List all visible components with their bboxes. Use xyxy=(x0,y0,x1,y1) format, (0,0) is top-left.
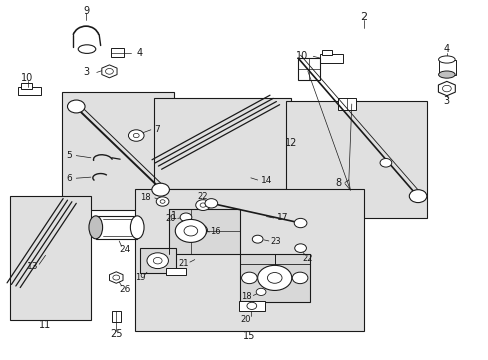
Ellipse shape xyxy=(257,265,291,291)
Text: 6: 6 xyxy=(66,174,72,183)
Text: 14: 14 xyxy=(260,176,272,185)
Text: 22: 22 xyxy=(198,192,208,201)
Text: 24: 24 xyxy=(119,246,130,255)
Bar xyxy=(239,253,310,302)
Ellipse shape xyxy=(294,219,306,228)
Ellipse shape xyxy=(438,71,454,78)
Polygon shape xyxy=(438,81,454,96)
Bar xyxy=(320,54,343,63)
Ellipse shape xyxy=(408,190,426,203)
Text: 10: 10 xyxy=(21,73,34,83)
Text: 3: 3 xyxy=(443,96,449,106)
Bar xyxy=(298,58,320,80)
Text: 8: 8 xyxy=(335,178,341,188)
Bar xyxy=(18,87,41,95)
Text: 2: 2 xyxy=(360,12,367,22)
Ellipse shape xyxy=(67,100,85,113)
Text: 26: 26 xyxy=(120,285,131,294)
Bar xyxy=(96,216,137,239)
Ellipse shape xyxy=(252,235,263,243)
Ellipse shape xyxy=(241,272,257,284)
Text: 11: 11 xyxy=(40,320,52,330)
Text: 5: 5 xyxy=(66,151,72,160)
Bar xyxy=(61,92,173,211)
Bar xyxy=(321,50,331,55)
Bar xyxy=(140,248,176,273)
Text: 1: 1 xyxy=(170,211,177,221)
Ellipse shape xyxy=(292,272,307,284)
Ellipse shape xyxy=(180,213,191,222)
Ellipse shape xyxy=(204,199,217,208)
Ellipse shape xyxy=(78,45,96,53)
Ellipse shape xyxy=(195,200,210,211)
Text: 20: 20 xyxy=(165,214,175,223)
Ellipse shape xyxy=(438,56,454,63)
Ellipse shape xyxy=(89,216,102,239)
Ellipse shape xyxy=(128,130,144,141)
Ellipse shape xyxy=(256,288,265,296)
Text: 23: 23 xyxy=(270,237,281,246)
Ellipse shape xyxy=(130,216,144,239)
Ellipse shape xyxy=(152,183,169,196)
Text: 22: 22 xyxy=(302,255,312,264)
Text: 18: 18 xyxy=(140,193,150,202)
Ellipse shape xyxy=(191,225,207,236)
Text: 13: 13 xyxy=(26,262,38,271)
Bar xyxy=(154,98,290,189)
Text: 16: 16 xyxy=(209,228,220,237)
Ellipse shape xyxy=(156,197,168,206)
Text: 18: 18 xyxy=(240,292,251,301)
Bar xyxy=(438,59,455,75)
Ellipse shape xyxy=(379,158,391,167)
Polygon shape xyxy=(102,65,117,78)
Bar xyxy=(10,196,91,320)
Text: 25: 25 xyxy=(110,329,122,339)
Text: 4: 4 xyxy=(443,44,449,54)
Text: 12: 12 xyxy=(285,139,297,148)
Text: 20: 20 xyxy=(240,315,250,324)
Text: 4: 4 xyxy=(136,48,142,58)
Polygon shape xyxy=(109,272,123,283)
Text: 21: 21 xyxy=(179,259,189,268)
Bar xyxy=(285,101,427,218)
Text: 10: 10 xyxy=(295,51,307,61)
Ellipse shape xyxy=(294,244,306,252)
Bar xyxy=(135,189,363,330)
Ellipse shape xyxy=(147,253,168,269)
Bar xyxy=(111,48,123,57)
Bar xyxy=(238,301,264,311)
Text: 7: 7 xyxy=(154,125,159,134)
Bar xyxy=(21,83,32,89)
Ellipse shape xyxy=(175,220,206,242)
Text: 15: 15 xyxy=(243,331,255,341)
Bar xyxy=(337,98,355,111)
Bar xyxy=(168,209,239,253)
Text: 19: 19 xyxy=(135,273,145,282)
Bar xyxy=(112,311,121,321)
Bar xyxy=(166,268,185,275)
Text: 17: 17 xyxy=(276,213,288,222)
Text: 9: 9 xyxy=(83,6,89,17)
Text: 3: 3 xyxy=(83,67,89,77)
